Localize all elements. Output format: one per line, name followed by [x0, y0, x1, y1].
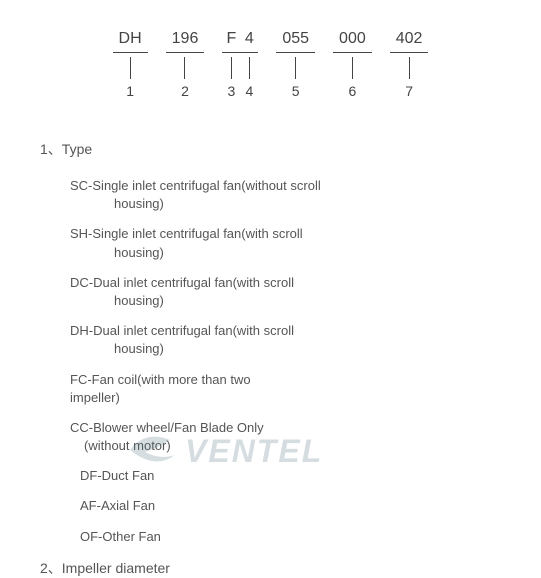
code-col-1: DH 1: [113, 30, 148, 99]
def-sc: SC-Single inlet centrifugal fan(without …: [70, 177, 501, 213]
tick: [130, 57, 131, 79]
code-col-7: 402 7: [390, 30, 429, 99]
code-bottom: 2: [181, 83, 189, 99]
def-line: housing): [114, 244, 501, 262]
def-fc: FC-Fan coil(with more than two impeller): [70, 371, 501, 407]
code-top: 055: [276, 30, 315, 53]
tick: [295, 57, 296, 79]
code-col-6: 000 6: [333, 30, 372, 99]
def-line: AF-Axial Fan: [80, 497, 501, 515]
code-bottom: 3: [227, 83, 235, 99]
code-bottom: 6: [349, 83, 357, 99]
code-top: 000: [333, 30, 372, 53]
def-line: housing): [114, 340, 501, 358]
def-df: DF-Duct Fan: [80, 467, 501, 485]
code-col-2: 196 2: [166, 30, 205, 99]
def-line: DF-Duct Fan: [80, 467, 501, 485]
tick: [184, 57, 185, 79]
code-top: 4: [240, 30, 258, 53]
tick: [352, 57, 353, 79]
code-bottom: 1: [126, 83, 134, 99]
def-line: SH-Single inlet centrifugal fan(with scr…: [70, 225, 501, 243]
def-line: housing): [114, 292, 501, 310]
code-top: DH: [113, 30, 148, 53]
code-col-5: 055 5: [276, 30, 315, 99]
def-line: CC-Blower wheel/Fan Blade Only: [70, 419, 501, 437]
def-sh: SH-Single inlet centrifugal fan(with scr…: [70, 225, 501, 261]
section-type-title: 1、Type: [40, 139, 501, 159]
code-bottom: 4: [245, 83, 253, 99]
def-line: DH-Dual inlet centrifugal fan(with scrol…: [70, 322, 501, 340]
code-bottom: 7: [405, 83, 413, 99]
code-top: 402: [390, 30, 429, 53]
section-impeller-title: 2、Impeller diameter: [40, 558, 501, 578]
def-dc: DC-Dual inlet centrifugal fan(with scrol…: [70, 274, 501, 310]
def-dh: DH-Dual inlet centrifugal fan(with scrol…: [70, 322, 501, 358]
tick: [231, 57, 232, 79]
def-af: AF-Axial Fan: [80, 497, 501, 515]
code-col-3-4: F 3 4 4: [222, 30, 258, 99]
def-line: impeller): [70, 389, 501, 407]
def-line: housing): [114, 195, 501, 213]
code-bottom: 5: [292, 83, 300, 99]
def-line: DC-Dual inlet centrifugal fan(with scrol…: [70, 274, 501, 292]
code-top: F: [222, 30, 240, 53]
def-line: SC-Single inlet centrifugal fan(without …: [70, 177, 501, 195]
def-line: (without motor): [84, 437, 501, 455]
tick: [249, 57, 250, 79]
def-line: FC-Fan coil(with more than two: [70, 371, 501, 389]
model-code-table: DH 1 196 2 F 3 4 4 055 5 000 6: [40, 30, 501, 99]
type-definitions: SC-Single inlet centrifugal fan(without …: [70, 177, 501, 546]
code-top: 196: [166, 30, 205, 53]
tick: [409, 57, 410, 79]
def-cc: CC-Blower wheel/Fan Blade Only (without …: [70, 419, 501, 455]
